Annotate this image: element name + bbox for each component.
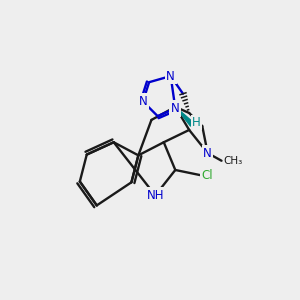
Text: Cl: Cl [202,169,213,182]
Text: H: H [192,116,200,129]
Polygon shape [175,107,194,126]
Text: NH: NH [146,189,164,202]
Text: N: N [203,146,212,160]
Text: N: N [139,95,147,108]
Text: N: N [166,70,175,83]
Text: CH₃: CH₃ [223,156,242,166]
Text: N: N [171,102,180,115]
